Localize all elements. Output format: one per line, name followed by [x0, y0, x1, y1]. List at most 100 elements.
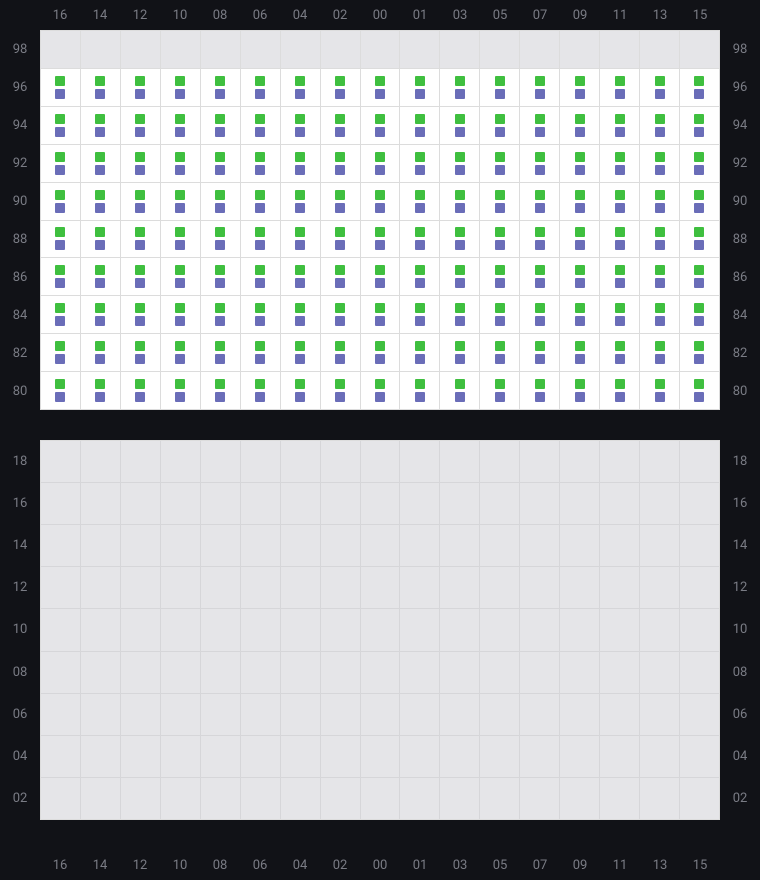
slot-filled[interactable] [560, 69, 600, 106]
slot-empty[interactable] [41, 441, 81, 482]
slot-empty[interactable] [520, 736, 560, 777]
slot-empty[interactable] [161, 483, 201, 524]
slot-empty[interactable] [281, 483, 321, 524]
slot-empty[interactable] [361, 525, 401, 566]
slot-filled[interactable] [560, 221, 600, 258]
slot-empty[interactable] [321, 525, 361, 566]
slot-filled[interactable] [161, 372, 201, 409]
slot-empty[interactable] [41, 694, 81, 735]
slot-filled[interactable] [241, 69, 281, 106]
slot-filled[interactable] [321, 145, 361, 182]
slot-empty[interactable] [520, 567, 560, 608]
slot-filled[interactable] [281, 221, 321, 258]
slot-empty[interactable] [241, 441, 281, 482]
slot-empty[interactable] [440, 736, 480, 777]
slot-filled[interactable] [161, 296, 201, 333]
slot-filled[interactable] [640, 69, 680, 106]
slot-empty[interactable] [480, 694, 520, 735]
slot-filled[interactable] [281, 107, 321, 144]
slot-filled[interactable] [680, 372, 719, 409]
slot-empty[interactable] [520, 31, 560, 68]
slot-filled[interactable] [640, 107, 680, 144]
slot-filled[interactable] [41, 334, 81, 371]
slot-empty[interactable] [41, 609, 81, 650]
slot-empty[interactable] [321, 652, 361, 693]
slot-filled[interactable] [520, 183, 560, 220]
slot-empty[interactable] [161, 31, 201, 68]
slot-empty[interactable] [121, 31, 161, 68]
slot-filled[interactable] [520, 258, 560, 295]
slot-filled[interactable] [121, 296, 161, 333]
slot-empty[interactable] [600, 736, 640, 777]
slot-empty[interactable] [600, 694, 640, 735]
slot-filled[interactable] [600, 258, 640, 295]
slot-filled[interactable] [121, 145, 161, 182]
slot-empty[interactable] [480, 736, 520, 777]
slot-empty[interactable] [480, 31, 520, 68]
slot-empty[interactable] [520, 778, 560, 819]
slot-empty[interactable] [121, 736, 161, 777]
slot-empty[interactable] [680, 736, 719, 777]
slot-empty[interactable] [241, 483, 281, 524]
slot-empty[interactable] [361, 609, 401, 650]
slot-filled[interactable] [81, 334, 121, 371]
slot-filled[interactable] [560, 145, 600, 182]
slot-filled[interactable] [121, 107, 161, 144]
slot-empty[interactable] [81, 441, 121, 482]
slot-filled[interactable] [201, 69, 241, 106]
slot-empty[interactable] [400, 31, 440, 68]
slot-empty[interactable] [361, 567, 401, 608]
slot-filled[interactable] [81, 296, 121, 333]
slot-filled[interactable] [400, 221, 440, 258]
slot-empty[interactable] [121, 609, 161, 650]
slot-empty[interactable] [440, 483, 480, 524]
slot-empty[interactable] [361, 652, 401, 693]
slot-filled[interactable] [121, 334, 161, 371]
slot-empty[interactable] [201, 567, 241, 608]
slot-empty[interactable] [161, 694, 201, 735]
slot-empty[interactable] [400, 483, 440, 524]
slot-filled[interactable] [321, 221, 361, 258]
slot-empty[interactable] [520, 525, 560, 566]
slot-empty[interactable] [81, 694, 121, 735]
slot-empty[interactable] [41, 778, 81, 819]
slot-filled[interactable] [560, 372, 600, 409]
slot-empty[interactable] [520, 694, 560, 735]
slot-filled[interactable] [680, 107, 719, 144]
slot-empty[interactable] [241, 694, 281, 735]
slot-filled[interactable] [361, 258, 401, 295]
slot-empty[interactable] [201, 736, 241, 777]
slot-filled[interactable] [81, 372, 121, 409]
slot-empty[interactable] [560, 525, 600, 566]
slot-empty[interactable] [201, 441, 241, 482]
slot-filled[interactable] [41, 107, 81, 144]
slot-empty[interactable] [201, 694, 241, 735]
slot-filled[interactable] [281, 258, 321, 295]
slot-filled[interactable] [480, 372, 520, 409]
slot-filled[interactable] [241, 107, 281, 144]
slot-filled[interactable] [680, 183, 719, 220]
slot-filled[interactable] [201, 183, 241, 220]
slot-filled[interactable] [600, 296, 640, 333]
slot-filled[interactable] [440, 69, 480, 106]
slot-empty[interactable] [281, 778, 321, 819]
slot-filled[interactable] [201, 296, 241, 333]
slot-empty[interactable] [640, 441, 680, 482]
slot-empty[interactable] [680, 694, 719, 735]
slot-filled[interactable] [400, 145, 440, 182]
slot-empty[interactable] [281, 441, 321, 482]
slot-empty[interactable] [640, 694, 680, 735]
slot-filled[interactable] [640, 183, 680, 220]
slot-filled[interactable] [41, 145, 81, 182]
slot-filled[interactable] [400, 372, 440, 409]
slot-empty[interactable] [400, 652, 440, 693]
slot-empty[interactable] [201, 31, 241, 68]
slot-empty[interactable] [440, 567, 480, 608]
slot-filled[interactable] [361, 296, 401, 333]
slot-filled[interactable] [480, 334, 520, 371]
slot-empty[interactable] [321, 483, 361, 524]
slot-filled[interactable] [440, 296, 480, 333]
slot-filled[interactable] [480, 145, 520, 182]
slot-filled[interactable] [640, 221, 680, 258]
slot-filled[interactable] [640, 145, 680, 182]
